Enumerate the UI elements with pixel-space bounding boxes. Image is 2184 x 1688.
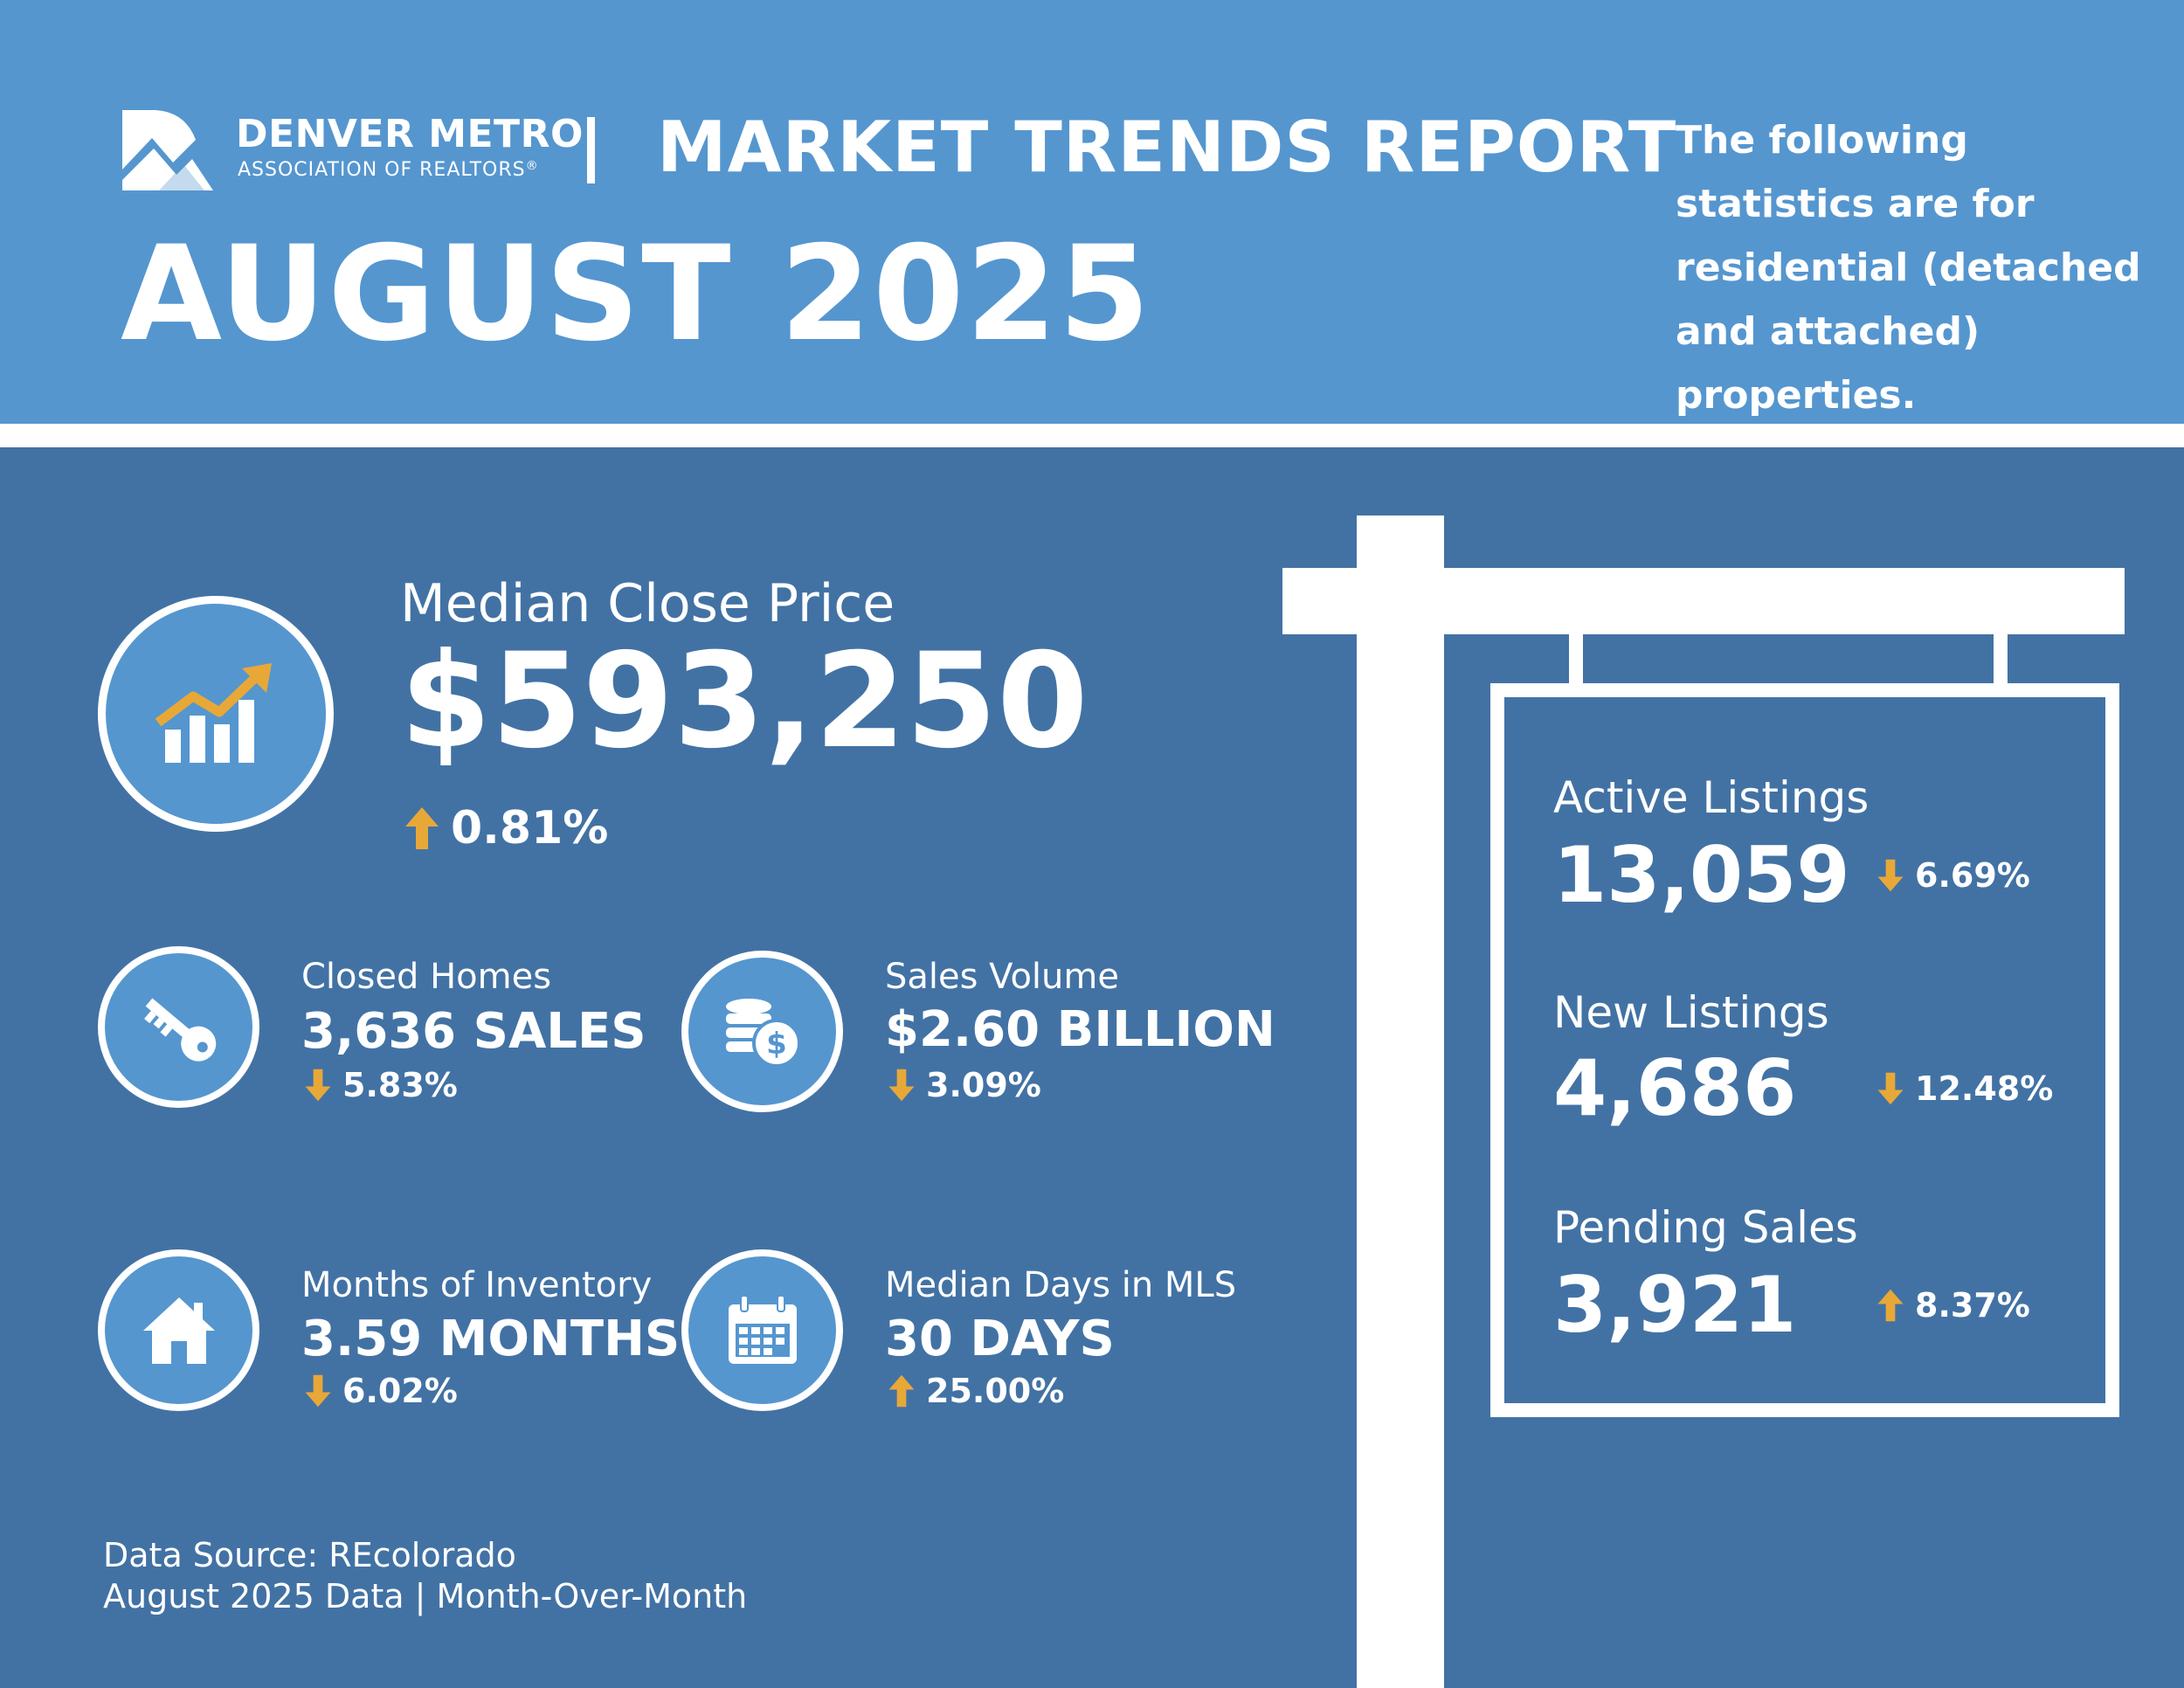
scope-note: The following statistics are for residen… — [1676, 118, 2141, 418]
report-title: MARKET TRENDS REPORT — [657, 107, 1677, 188]
pending-sales-change: 8.37% — [1876, 1286, 2030, 1325]
months-inventory-label: Months of Inventory — [301, 1265, 653, 1305]
median-days-badge — [681, 1249, 843, 1411]
sign-hanger — [1569, 634, 1583, 685]
active-listings-change: 6.69% — [1876, 856, 2030, 895]
key-icon — [143, 997, 216, 1062]
arrow-down-icon — [305, 1069, 331, 1102]
closed-homes-label: Closed Homes — [301, 957, 552, 997]
closed-homes-value: 3,636 SALES — [301, 1003, 646, 1060]
sign-post — [1357, 515, 1444, 1688]
new-listings-change: 12.48% — [1876, 1069, 2053, 1108]
arrow-up-icon — [1877, 1289, 1904, 1322]
sign-arm — [1282, 568, 2125, 634]
arrow-down-icon — [1877, 859, 1904, 892]
median-days-change: 25.00% — [888, 1372, 1064, 1410]
closed-homes-badge — [98, 946, 259, 1108]
median-days-label: Median Days in MLS — [885, 1265, 1237, 1305]
active-listings-label: Active Listings — [1553, 772, 1870, 823]
median-days-value: 30 DAYS — [885, 1311, 1115, 1367]
org-subtitle: ASSOCIATION OF REALTORS® — [238, 159, 539, 181]
median-price-change: 0.81% — [404, 802, 608, 854]
median-price-badge — [98, 596, 334, 832]
median-price-label: Median Close Price — [400, 573, 895, 634]
median-price-value: $593,250 — [400, 626, 1089, 778]
months-inventory-change: 6.02% — [304, 1372, 458, 1410]
report-period: AUGUST 2025 — [121, 218, 1152, 370]
new-listings-value: 4,686 — [1553, 1043, 1797, 1133]
arrow-up-icon — [888, 1374, 915, 1408]
data-period-note: August 2025 Data | Month-Over-Month — [103, 1577, 748, 1615]
header-divider — [0, 424, 2184, 447]
sales-volume-change: 3.09% — [888, 1066, 1041, 1104]
listing-sign — [1490, 683, 2119, 1417]
dmar-logo-icon — [122, 110, 213, 190]
pending-sales-label: Pending Sales — [1553, 1202, 1858, 1253]
sales-volume-label: Sales Volume — [885, 957, 1119, 997]
sales-volume-value: $2.60 BILLION — [885, 1001, 1275, 1058]
org-name: DENVER METRO — [236, 112, 584, 156]
arrow-down-icon — [305, 1374, 331, 1408]
data-source: Data Source: REcolorado — [103, 1536, 516, 1574]
title-separator — [587, 117, 595, 183]
new-listings-label: New Listings — [1553, 987, 1829, 1038]
house-icon — [142, 1297, 215, 1364]
months-inventory-badge — [98, 1249, 259, 1411]
calendar-icon — [728, 1294, 797, 1364]
sign-hanger — [1994, 634, 2008, 685]
coins-icon: $ — [725, 998, 801, 1068]
header-band — [0, 0, 2184, 424]
arrow-down-icon — [888, 1069, 915, 1102]
sales-volume-badge: $ — [681, 951, 843, 1112]
months-inventory-value: 3.59 MONTHS — [301, 1311, 681, 1367]
chart-growth-icon — [155, 663, 272, 763]
arrow-down-icon — [1877, 1072, 1904, 1105]
closed-homes-change: 5.83% — [304, 1066, 458, 1104]
arrow-up-icon — [405, 807, 439, 849]
svg-text:$: $ — [766, 1027, 787, 1062]
pending-sales-value: 3,921 — [1553, 1260, 1797, 1350]
active-listings-value: 13,059 — [1553, 830, 1850, 920]
